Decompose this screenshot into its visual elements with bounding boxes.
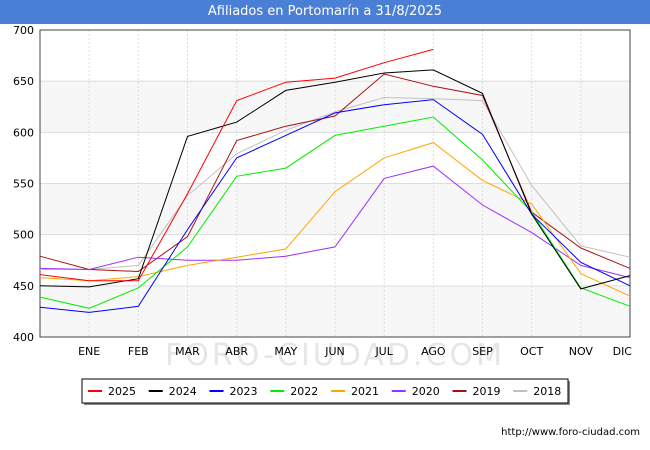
x-tick-label: OCT [520,345,543,358]
series-line-2025 [39,48,434,282]
series-line-2022 [39,116,631,309]
x-tick-label: JUL [374,345,393,358]
x-tick-label: NOV [569,345,594,358]
legend-label-2018: 2018 [533,385,561,398]
x-tick-label: JUN [324,345,345,358]
legend: 2025 2024 2023 2022 2021 2020 2019 2018 [81,378,570,405]
legend-label-2023: 2023 [230,385,258,398]
x-tick-label: ENE [78,345,100,358]
series-line-2021 [39,142,631,297]
x-axis: ENE FEB MAR ABR MAY JUN JUL AGO SEP OCT NOV DIC [78,345,632,358]
watermark: FORO-CIUDAD.COM [165,338,505,373]
x-tick-label: ABR [225,345,248,358]
y-tick-label: 500 [13,229,34,242]
x-tick-label: AGO [421,345,446,358]
x-tick-label: MAY [274,345,297,358]
plot-frame [39,29,631,338]
legend-label-2024: 2024 [169,385,197,398]
series-line-2024 [39,69,631,290]
footer-url: http://www.foro-ciudad.com [501,427,640,438]
x-tick-label: MAR [175,345,200,358]
y-tick-label: 450 [13,280,34,293]
series-line-2020 [39,165,631,279]
legend-label-2019: 2019 [473,385,501,398]
y-axis: 400 450 500 550 600 650 700 [13,24,34,344]
series-line-2018 [40,96,631,270]
y-tick-label: 700 [13,24,34,37]
x-tick-label: SEP [472,345,493,358]
series-lines [39,48,631,313]
y-tick-label: 400 [13,331,34,344]
legend-label-2021: 2021 [351,385,379,398]
legend-label-2025: 2025 [108,385,136,398]
chart-title: Afiliados en Portomarín a 31/8/2025 [0,0,650,24]
y-tick-label: 650 [13,75,34,88]
legend-label-2020: 2020 [412,385,440,398]
legend-box [81,378,569,404]
y-tick-label: 550 [13,178,34,191]
x-tick-label: FEB [128,345,149,358]
y-tick-label: 600 [13,126,34,139]
legend-label-2022: 2022 [290,385,318,398]
x-tick-label: DIC [613,345,633,358]
